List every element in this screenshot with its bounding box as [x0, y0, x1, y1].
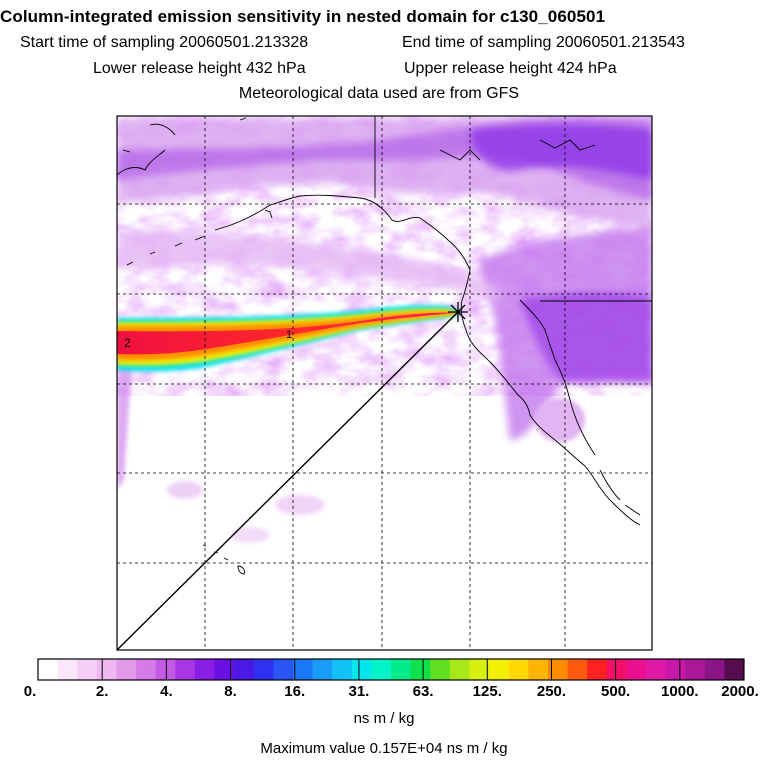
colorbar-swatch	[704, 659, 725, 680]
colorbar-swatch	[489, 659, 509, 680]
colorbar-tick-label: 125.	[472, 683, 502, 700]
coastlines	[117, 116, 652, 575]
colorbar-tick-label: 0.	[23, 683, 37, 700]
colorbar-swatch	[724, 659, 745, 680]
colorbar-tick-label: 16.	[284, 683, 306, 700]
plume-label-2: 2	[124, 336, 131, 350]
colorbar-swatch	[116, 659, 137, 680]
colorbar-swatch	[547, 659, 568, 680]
colorbar-tick-label: 31.	[348, 683, 370, 700]
colorbar-swatch	[273, 659, 294, 680]
start-time-label: Start time of sampling 20060501.213328	[20, 34, 309, 51]
colorbar-swatch	[194, 659, 215, 680]
colorbar-swatch	[351, 659, 372, 680]
colorbar-swatch	[234, 659, 255, 680]
colorbar-swatch	[430, 659, 451, 680]
colorbar-swatch	[155, 659, 176, 680]
map-frame	[116, 115, 653, 651]
colorbar-tick-label: 2.	[95, 683, 109, 700]
colorbar-tick-label: 2000.	[721, 683, 759, 700]
colorbar-tick-label: 1000.	[661, 683, 699, 700]
colorbar-swatch	[528, 659, 549, 680]
lat-lon-grid	[117, 116, 652, 650]
end-time-label: End time of sampling 20060501.213543	[402, 34, 685, 51]
colorbar-swatch	[175, 659, 196, 680]
lower-release-label: Lower release height 432 hPa	[93, 60, 306, 77]
chart-title: Column-integrated emission sensitivity i…	[0, 7, 606, 26]
colorbar-swatch	[96, 659, 117, 680]
colorbar-swatch	[410, 659, 431, 680]
upper-release-label: Upper release height 424 hPa	[404, 60, 617, 77]
colorbar-swatch	[606, 659, 627, 680]
colorbar-tick-label: 8.	[224, 683, 237, 700]
colorbar-swatch	[77, 659, 98, 680]
colorbar-swatch	[253, 659, 274, 680]
met-data-label: Meteorological data used are from GFS	[238, 85, 520, 102]
colorbar-swatch	[665, 659, 686, 680]
colorbar-tick-label: 4.	[160, 683, 173, 700]
colorbar-units: ns m / kg	[353, 710, 415, 727]
trajectory-line	[116, 311, 459, 651]
colorbar-swatch	[449, 659, 470, 680]
colorbar-swatch	[469, 659, 490, 680]
colorbar-swatch	[626, 659, 647, 680]
colorbar-swatch	[587, 659, 608, 680]
colorbar-swatch	[292, 659, 313, 680]
colorbar-swatch	[312, 659, 333, 680]
plume-label-1: 1	[286, 329, 292, 341]
colorbar-swatch	[38, 659, 58, 680]
colorbar-swatch	[136, 659, 156, 680]
colorbar-swatch	[214, 659, 235, 680]
colorbar-swatch	[685, 659, 706, 680]
colorbar-tick-label: 250.	[536, 683, 567, 700]
colorbar-tick-label: 500.	[601, 683, 631, 700]
colorbar-swatch	[645, 659, 666, 680]
colorbar-swatch	[57, 659, 78, 680]
colorbar-tick-label: 63.	[412, 683, 434, 700]
colorbar-swatch	[332, 659, 353, 680]
maximum-value-label: Maximum value 0.157E+04 ns m / kg	[260, 740, 508, 757]
colorbar-swatch	[567, 659, 588, 680]
star-cross-icon	[448, 302, 468, 322]
colorbar-swatch	[508, 659, 529, 680]
colorbar-swatch	[391, 659, 411, 680]
colorbar	[37, 658, 745, 681]
sensitivity-field	[117, 116, 652, 650]
colorbar-swatch	[371, 659, 392, 680]
